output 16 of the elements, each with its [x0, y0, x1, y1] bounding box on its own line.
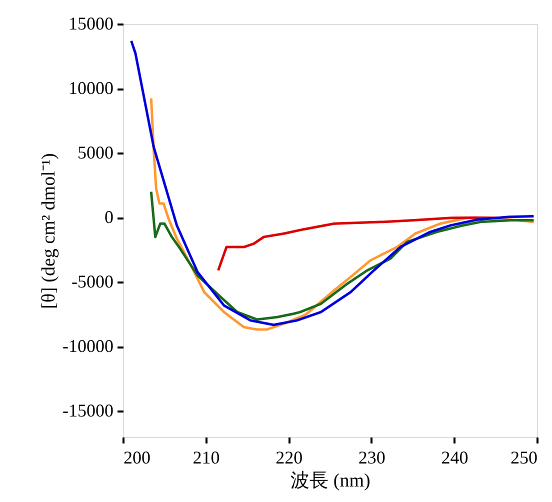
y-tick-label: -15000 [62, 400, 114, 421]
y-tick-label: 0 [104, 207, 114, 228]
x-axis-title: 波長 (nm) [290, 470, 370, 492]
x-tick-label: 240 [441, 448, 468, 468]
x-tick-label: 230 [358, 448, 386, 468]
y-tick-label: -5000 [72, 272, 114, 292]
y-tick-label: 15000 [68, 14, 114, 34]
line-series [130, 40, 535, 326]
x-tick-label: 250 [510, 448, 538, 468]
y-axis-title: [θ] (deg cm² dmol⁻¹) [38, 153, 60, 309]
y-tick-label: 5000 [78, 142, 114, 163]
x-tick-label: 220 [276, 448, 303, 468]
y-tick-label: 10000 [68, 78, 114, 98]
y-tick-label: -10000 [62, 336, 114, 356]
x-tick-label: 200 [124, 448, 150, 468]
x-tick-label: 210 [192, 448, 220, 468]
